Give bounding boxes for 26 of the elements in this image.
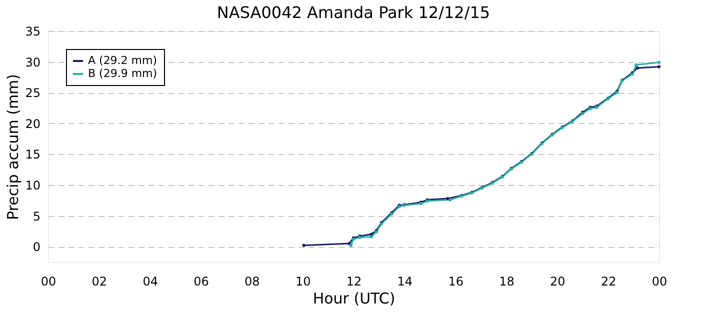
x-tick-label: 08: [244, 274, 260, 288]
x-tick-label: 00: [40, 274, 56, 288]
y-axis-title: Precip accum (mm): [4, 74, 22, 220]
y-tick-label: 5: [32, 209, 40, 224]
chart-title: NASA0042 Amanda Park 12/12/15: [216, 3, 490, 22]
x-axis-title: Hour (UTC): [312, 290, 396, 308]
x-tick-label: 22: [600, 274, 616, 288]
x-tick-label: 06: [194, 274, 209, 288]
x-tick-label: 10: [295, 274, 311, 288]
x-tick-label: 12: [346, 274, 362, 288]
x-tick-label: 18: [499, 274, 514, 288]
y-tick-label: 15: [25, 148, 40, 162]
y-tick-label: 20: [25, 116, 40, 131]
y-tick-label: 0: [32, 240, 40, 254]
x-tick-label: 14: [397, 274, 413, 288]
y-tick-label: 35: [25, 24, 40, 38]
legend-label: B (29.9 mm): [88, 67, 158, 80]
x-tick-label: 20: [550, 274, 566, 288]
y-tick-label: 30: [25, 55, 40, 70]
x-tick-label: 02: [92, 274, 108, 288]
y-tick-label: 25: [25, 86, 40, 100]
x-tick-label: 04: [142, 274, 158, 288]
x-tick-label: 16: [448, 274, 464, 288]
legend-label: A (29.2 mm): [88, 54, 158, 67]
x-tick-label: 00: [652, 274, 668, 288]
y-tick-label: 10: [25, 178, 40, 192]
